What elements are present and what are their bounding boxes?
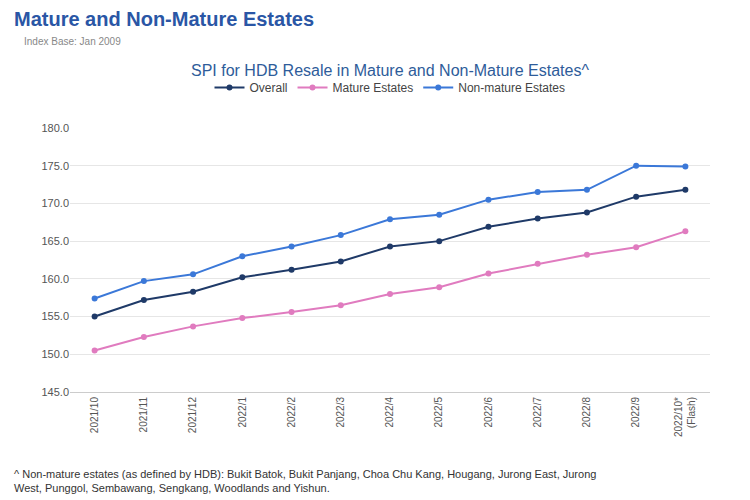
svg-text:2022/3: 2022/3 — [335, 397, 346, 428]
svg-text:145.0: 145.0 — [41, 386, 69, 398]
svg-text:2021/12: 2021/12 — [187, 397, 198, 434]
svg-text:2022/2: 2022/2 — [286, 397, 297, 428]
svg-text:2022/6: 2022/6 — [483, 397, 494, 428]
svg-text:170.0: 170.0 — [41, 197, 69, 209]
svg-text:2021/11: 2021/11 — [138, 397, 149, 433]
svg-text:2022/5: 2022/5 — [433, 397, 444, 428]
svg-text:2022/8: 2022/8 — [581, 397, 592, 428]
svg-text:2022/9: 2022/9 — [630, 397, 641, 428]
svg-text:Index Base: Jan 2009: Index Base: Jan 2009 — [24, 36, 121, 47]
svg-text:160.0: 160.0 — [41, 273, 69, 285]
svg-text:^ Non-mature estates (as defin: ^ Non-mature estates (as defined by HDB)… — [14, 468, 596, 494]
svg-text:150.0: 150.0 — [41, 348, 69, 360]
svg-text:155.0: 155.0 — [41, 310, 69, 322]
svg-text:Non-mature Estates: Non-mature Estates — [458, 81, 565, 95]
svg-text:Overall: Overall — [250, 81, 288, 95]
svg-text:2021/10: 2021/10 — [89, 397, 100, 434]
svg-text:2022/1: 2022/1 — [237, 397, 248, 428]
svg-text:165.0: 165.0 — [41, 235, 69, 247]
svg-text:SPI for HDB Resale in Mature a: SPI for HDB Resale in Mature and Non-Mat… — [191, 62, 589, 79]
svg-text:Mature and Non-Mature Estates: Mature and Non-Mature Estates — [14, 8, 314, 30]
svg-text:2022/7: 2022/7 — [532, 397, 543, 428]
svg-text:175.0: 175.0 — [41, 160, 69, 172]
svg-text:180.0: 180.0 — [41, 122, 69, 134]
svg-text:2022/4: 2022/4 — [384, 397, 395, 428]
svg-text:Mature Estates: Mature Estates — [333, 81, 414, 95]
svg-text:2022/10*(Flash): 2022/10*(Flash) — [673, 397, 697, 437]
